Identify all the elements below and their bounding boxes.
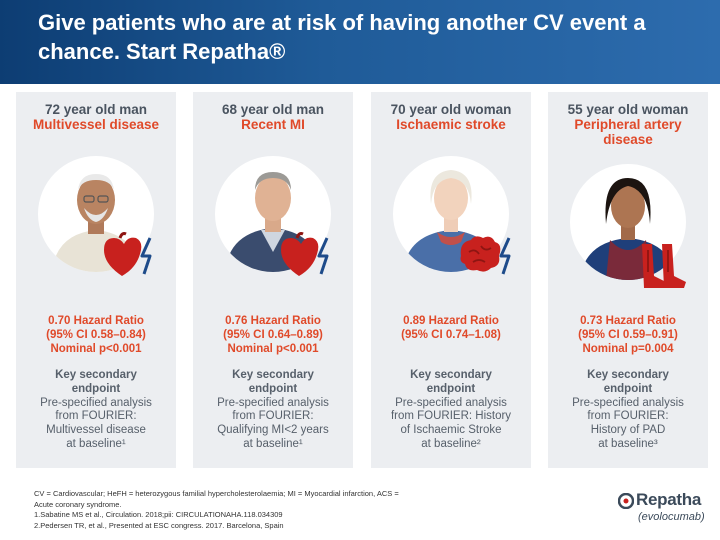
endpoint-line: at baseline¹ [243, 437, 303, 450]
hazard-ratio: 0.70 Hazard Ratio [48, 315, 144, 327]
endpoint-line: Multivessel disease [46, 424, 146, 437]
patient-card: 68 year old man Recent MI 0.76 Hazard Ra… [193, 92, 353, 468]
endpoint-line: of Ischaemic Stroke [400, 424, 502, 437]
card-heading: 72 year old man Multivessel disease [16, 102, 176, 132]
patient-card: 72 year old man Multivessel disease 0.70 [16, 92, 176, 468]
endpoint-description: Key secondary endpoint Pre-specified ana… [548, 369, 708, 452]
repatha-logo: Repatha (evolocumab) [617, 490, 710, 528]
p-value: Nominal p=0.004 [582, 343, 674, 355]
patient-condition: Multivessel disease [32, 117, 160, 132]
patient-age: 70 year old woman [390, 102, 512, 117]
endpoint-line: from FOURIER: [232, 410, 314, 423]
endpoint-line: Pre-specified analysis [395, 396, 507, 409]
endpoint-description: Key secondary endpoint Pre-specified ana… [193, 369, 353, 452]
endpoint-line: Pre-specified analysis [572, 396, 684, 409]
endpoint-line: from FOURIER: [587, 410, 669, 423]
patient-portrait [570, 164, 686, 280]
endpoint-description: Key secondary endpoint Pre-specified ana… [371, 369, 531, 452]
patient-card: 55 year old woman Peripheral artery dise… [548, 92, 708, 468]
confidence-interval: (95% CI 0.58–0.84) [46, 329, 146, 341]
endpoint-line: Pre-specified analysis [217, 396, 329, 409]
endpoint-title: Key secondary [232, 369, 314, 381]
endpoint-title: Key secondary [55, 369, 137, 381]
confidence-interval: (95% CI 0.64–0.89) [223, 329, 323, 341]
hazard-ratio: 0.76 Hazard Ratio [225, 315, 321, 327]
patient-age: 72 year old man [44, 102, 148, 117]
patient-age: 68 year old man [221, 102, 325, 117]
confidence-interval: (95% CI 0.74–1.08) [401, 329, 501, 341]
patient-condition: Peripheral artery disease [574, 117, 682, 147]
endpoint-line: Pre-specified analysis [40, 396, 152, 409]
brain-icon [455, 232, 515, 285]
logo-subtitle: (evolocumab) [638, 511, 705, 523]
logo-mark-icon [617, 492, 635, 514]
confidence-interval: (95% CI 0.59–0.91) [578, 329, 678, 341]
patient-portrait [215, 156, 331, 272]
endpoint-title: endpoint [603, 382, 653, 395]
endpoint-line: from FOURIER: History [390, 410, 512, 423]
card-heading: 55 year old woman Peripheral artery dise… [548, 102, 708, 147]
endpoint-title: endpoint [71, 382, 121, 395]
endpoint-line: at baseline² [421, 437, 481, 450]
endpoint-line: History of PAD [590, 424, 666, 437]
endpoint-line: at baseline¹ [66, 437, 126, 450]
endpoint-title: Key secondary [587, 369, 669, 381]
hazard-ratio-stats: 0.73 Hazard Ratio (95% CI 0.59–0.91) Nom… [548, 314, 708, 356]
hazard-ratio-stats: 0.89 Hazard Ratio (95% CI 0.74–1.08) [371, 314, 531, 342]
patient-condition: Ischaemic stroke [396, 117, 506, 132]
endpoint-title: endpoint [426, 382, 476, 395]
footnote-line: 2.Pedersen TR, et al., Presented at ESC … [34, 520, 284, 530]
p-value: Nominal p<0.001 [50, 343, 142, 355]
patient-panels: 72 year old man Multivessel disease 0.70 [16, 92, 708, 468]
heart-icon [100, 232, 160, 285]
endpoint-line: at baseline³ [598, 437, 658, 450]
hazard-ratio: 0.73 Hazard Ratio [580, 315, 676, 327]
endpoint-title: endpoint [248, 382, 298, 395]
footnotes: CV = Cardiovascular; HeFH = heterozygous… [34, 489, 464, 531]
heart-icon [277, 232, 337, 285]
footnote-line: CV = Cardiovascular; HeFH = heterozygous… [34, 489, 399, 498]
card-heading: 70 year old woman Ischaemic stroke [371, 102, 531, 132]
endpoint-line: from FOURIER: [55, 410, 137, 423]
hazard-ratio: 0.89 Hazard Ratio [403, 315, 499, 327]
endpoint-title: Key secondary [410, 369, 492, 381]
footnote-line: 1.Sabatine MS et al., Circulation. 2018;… [34, 510, 283, 519]
legs-icon [632, 242, 692, 295]
endpoint-line: Qualifying MI<2 years [217, 424, 329, 437]
patient-condition: Recent MI [241, 117, 305, 132]
patient-age: 55 year old woman [567, 102, 689, 117]
patient-card: 70 year old woman Ischaemic stroke 0.89 … [371, 92, 531, 468]
footnote-line: Acute coronary syndrome. [34, 499, 122, 509]
slide-title: Give patients who are at risk of having … [38, 10, 646, 64]
logo-brand: Repatha [636, 490, 701, 509]
card-heading: 68 year old man Recent MI [193, 102, 353, 132]
hazard-ratio-stats: 0.76 Hazard Ratio (95% CI 0.64–0.89) Nom… [193, 314, 353, 356]
endpoint-description: Key secondary endpoint Pre-specified ana… [16, 369, 176, 452]
title-banner: Give patients who are at risk of having … [0, 0, 720, 84]
hazard-ratio-stats: 0.70 Hazard Ratio (95% CI 0.58–0.84) Nom… [16, 314, 176, 356]
p-value: Nominal p<0.001 [227, 343, 319, 355]
